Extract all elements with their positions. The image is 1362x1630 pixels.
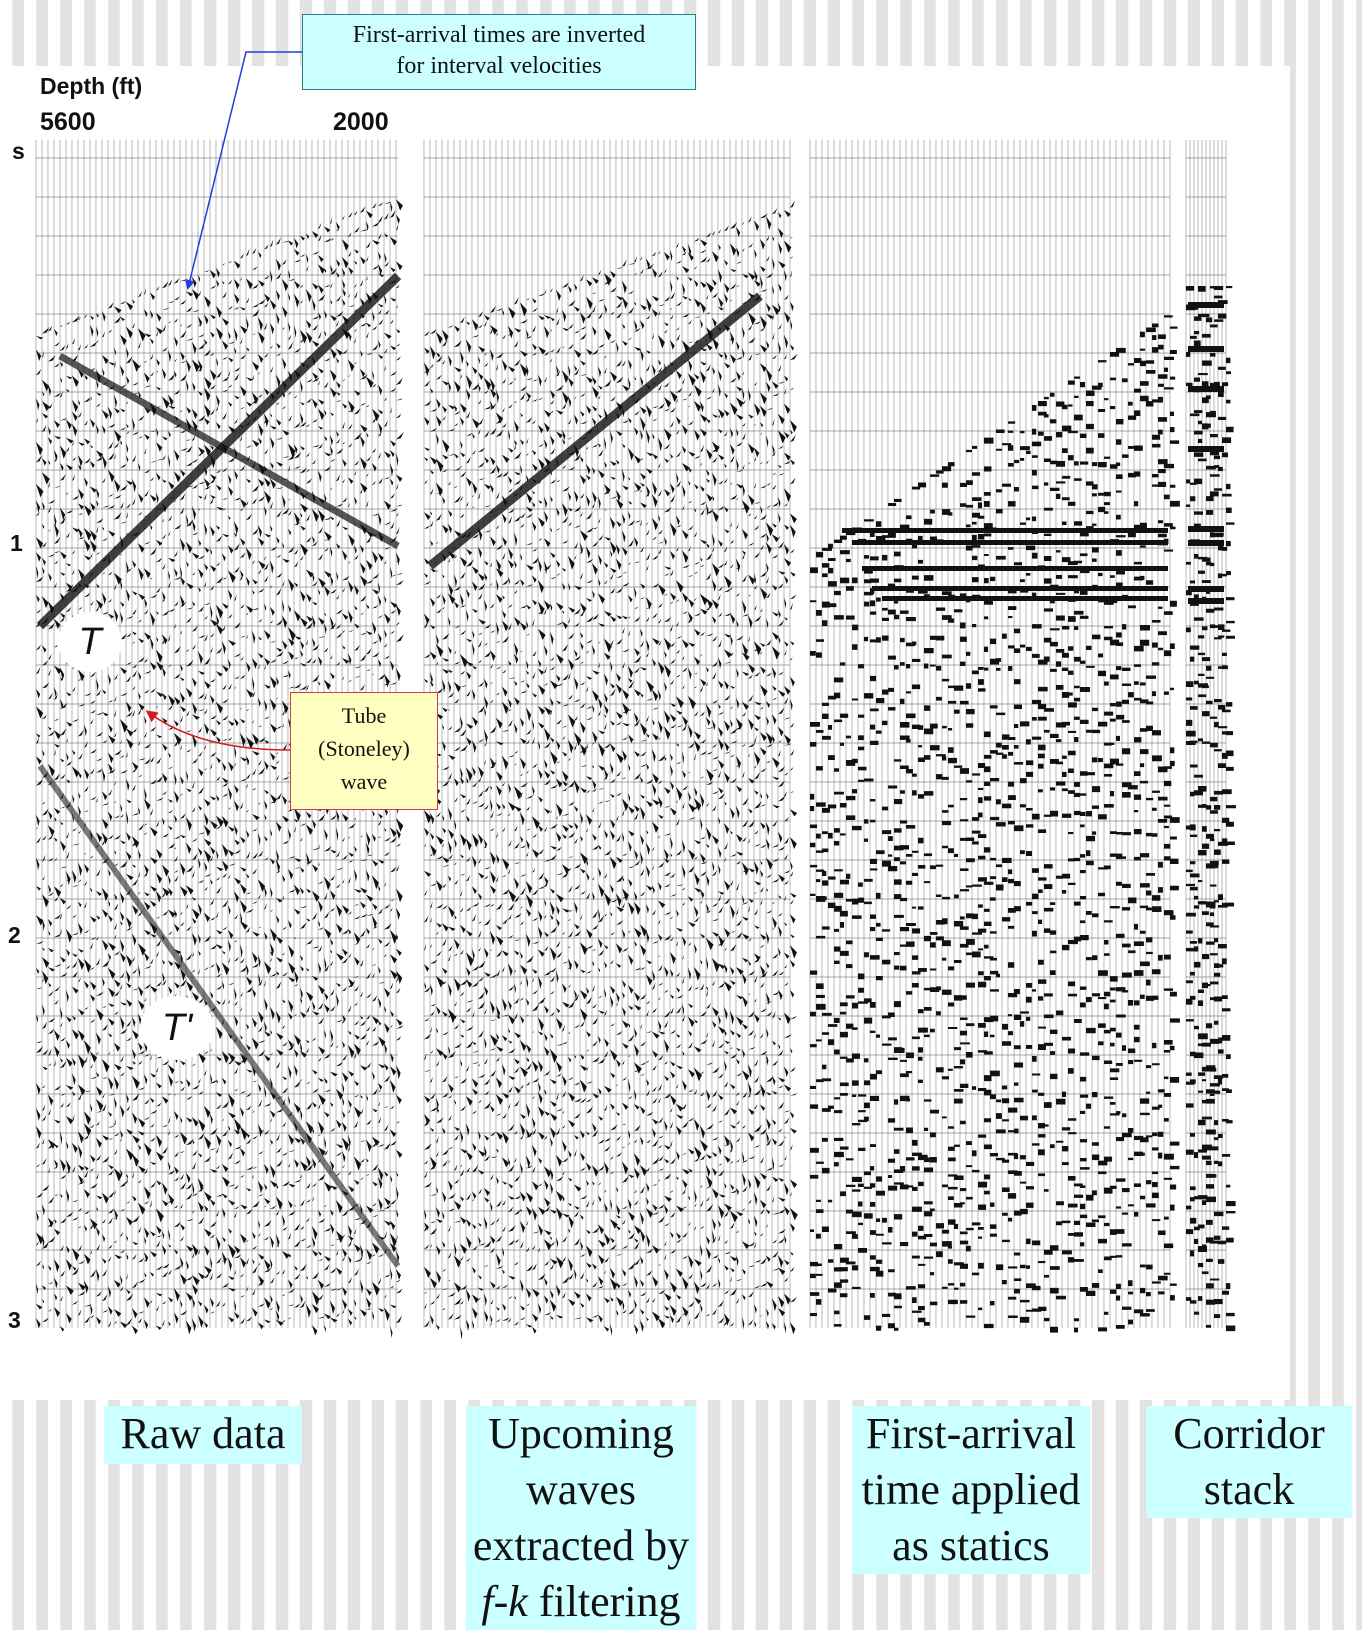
reflector-bands <box>842 302 1224 604</box>
tube-callout-line2: (Stoneley) <box>318 736 410 761</box>
seismic-panels <box>35 140 1236 1340</box>
caption-fk-rest: filtering <box>527 1577 681 1626</box>
caption-upcoming-waves: Upcoming waves extracted by f-k filterin… <box>466 1406 696 1630</box>
first-arrival-callout-line1: First-arrival times are inverted <box>352 22 646 48</box>
first-arrival-callout-line2: for interval velocities <box>396 53 602 79</box>
time-tick-3: 3 <box>8 1307 21 1333</box>
caption-fk-italic: f-k <box>481 1577 528 1626</box>
tube-callout-line1: Tube <box>341 703 387 728</box>
caption-first-arrival: First-arrival time applied as statics <box>852 1406 1090 1574</box>
caption-corridor-stack: Corridor stack <box>1146 1406 1352 1518</box>
caption-upcoming-line2: waves <box>526 1465 636 1514</box>
caption-upcoming-line1: Upcoming <box>488 1409 674 1458</box>
caption-first-arrival-line3: as statics <box>892 1521 1050 1570</box>
tube-wave-bands <box>36 272 763 1268</box>
depth-label-right: 2000 <box>333 108 389 136</box>
depth-label-left: 5600 <box>40 108 96 136</box>
caption-corridor-line2: stack <box>1203 1465 1295 1514</box>
marker-t: T <box>58 612 122 672</box>
time-tick-1: 1 <box>10 530 23 556</box>
time-axis-unit: s <box>12 138 25 164</box>
tube-wave-arrow <box>145 710 291 751</box>
depth-axis-title: Depth (ft) <box>40 73 143 99</box>
first-arrival-arrow <box>185 51 302 290</box>
caption-raw-data: Raw data <box>104 1406 302 1464</box>
marker-t-prime: T' <box>140 996 214 1060</box>
caption-upcoming-line3: extracted by <box>472 1521 690 1570</box>
time-tick-2: 2 <box>8 922 21 948</box>
caption-raw-data-text: Raw data <box>120 1409 286 1458</box>
first-arrival-callout: First-arrival times are inverted for int… <box>302 14 696 90</box>
tube-callout-line3: wave <box>340 769 388 794</box>
caption-upcoming-line4: f-k filtering <box>466 1574 696 1630</box>
caption-corridor-line1: Corridor <box>1173 1409 1325 1458</box>
caption-first-arrival-line1: First-arrival <box>865 1409 1077 1458</box>
caption-first-arrival-line2: time applied <box>861 1465 1081 1514</box>
seismic-figure <box>0 66 1290 1400</box>
tube-wave-callout: Tube (Stoneley) wave <box>290 692 438 810</box>
